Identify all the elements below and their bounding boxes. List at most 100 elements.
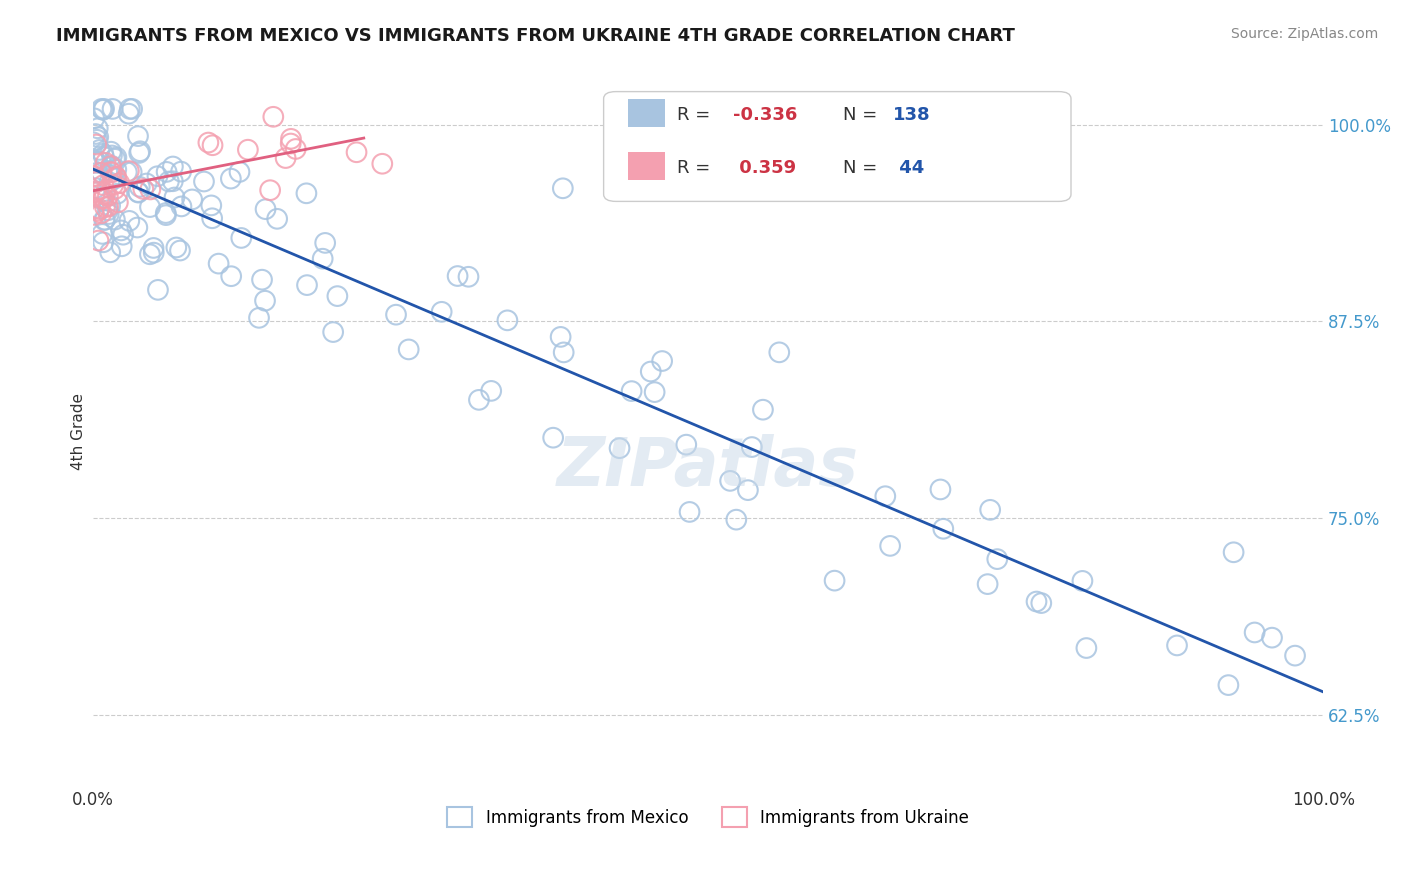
Point [84,153,107,168]
Point [170,164,193,178]
Point [929,483,952,497]
Point [87,130,110,145]
Y-axis label: 4th Grade: 4th Grade [72,393,86,470]
Point [98,199,121,213]
Point [986,552,1008,566]
Point [314,235,336,250]
Point [104,171,127,186]
Point [752,402,775,417]
Point [101,148,124,162]
Point [89,202,111,216]
Point [91,235,114,250]
Point [398,343,420,357]
Point [83,208,105,222]
Point [90,206,112,220]
Text: -0.336: -0.336 [733,106,797,124]
Point [91,192,114,206]
Point [139,182,162,196]
Point [551,181,574,195]
Point [879,539,901,553]
Point [979,503,1001,517]
Text: Source: ZipAtlas.com: Source: ZipAtlas.com [1230,27,1378,41]
Point [295,186,318,201]
Point [87,203,110,218]
Point [100,145,122,159]
Point [219,269,242,284]
Point [128,179,150,194]
Point [100,159,122,173]
Point [553,345,575,359]
Point [94,200,117,214]
Point [90,102,112,116]
Point [1243,625,1265,640]
Point [274,151,297,165]
Point [105,162,128,177]
Point [640,365,662,379]
Point [550,330,572,344]
Point [108,176,131,190]
Point [86,175,108,189]
Point [824,574,846,588]
Point [280,136,302,151]
Point [90,166,112,180]
Point [254,202,277,217]
Point [322,325,344,339]
Point [200,198,222,212]
Point [295,278,318,293]
Text: IMMIGRANTS FROM MEXICO VS IMMIGRANTS FROM UKRAINE 4TH GRADE CORRELATION CHART: IMMIGRANTS FROM MEXICO VS IMMIGRANTS FRO… [56,27,1015,45]
Point [84,186,107,200]
Point [110,223,132,237]
Point [93,150,115,164]
Text: R =: R = [678,159,717,177]
Point [163,190,186,204]
Point [155,208,177,222]
Point [280,132,302,146]
Point [89,170,111,185]
Point [87,234,110,248]
Point [1261,631,1284,645]
Point [231,231,253,245]
Text: N =: N = [844,159,883,177]
Point [236,143,259,157]
Point [385,308,408,322]
Point [93,213,115,227]
Point [86,137,108,152]
Point [1166,639,1188,653]
Point [430,305,453,319]
Point [193,174,215,188]
Point [162,160,184,174]
Point [105,186,128,201]
Point [83,169,105,183]
Point [1284,648,1306,663]
Point [127,185,149,199]
Point [97,203,120,218]
Point [84,127,107,141]
Point [86,133,108,147]
Point [496,313,519,327]
Point [115,165,138,179]
Point [93,102,115,116]
Point [142,241,165,255]
Point [128,145,150,160]
Point [118,214,141,228]
Point [104,212,127,227]
Point [875,489,897,503]
Point [479,384,502,398]
Point [207,257,229,271]
Point [1025,594,1047,608]
Point [541,431,564,445]
Text: ZIPatlas: ZIPatlas [557,434,859,500]
Point [86,166,108,180]
Point [446,268,468,283]
Point [266,211,288,226]
Point [135,177,157,191]
Point [162,174,184,188]
Point [346,145,368,160]
Point [155,206,177,220]
Text: 44: 44 [893,159,924,177]
Point [201,138,224,153]
Text: 138: 138 [893,106,931,124]
Point [121,165,143,179]
Point [127,129,149,144]
Point [737,483,759,497]
